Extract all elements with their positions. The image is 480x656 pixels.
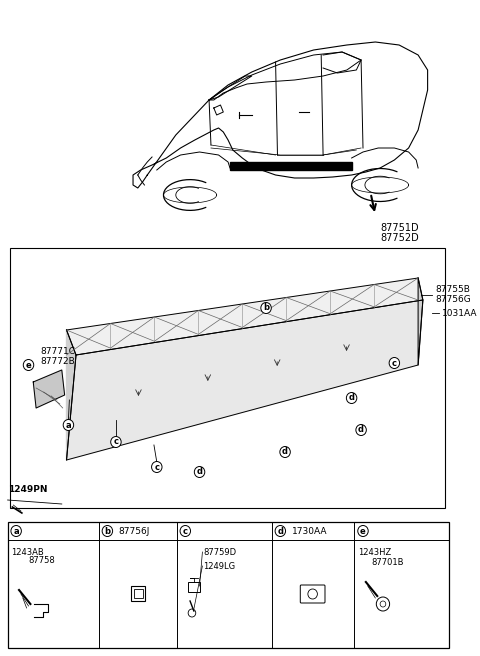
Text: 87759D: 87759D [204, 548, 237, 557]
Text: 87752D: 87752D [380, 233, 419, 243]
Text: c: c [113, 438, 119, 447]
Bar [188, 582, 200, 592]
Text: 87756G: 87756G [435, 295, 471, 304]
Text: a: a [66, 420, 71, 430]
Circle shape [102, 525, 113, 537]
Text: e: e [25, 361, 31, 369]
Polygon shape [33, 370, 65, 408]
Polygon shape [418, 278, 423, 365]
Circle shape [275, 525, 286, 537]
Text: e: e [360, 527, 366, 535]
Polygon shape [67, 300, 423, 460]
Text: d: d [277, 527, 283, 535]
Text: 87771C: 87771C [40, 348, 75, 356]
Circle shape [63, 419, 73, 430]
Bar [10, 248, 445, 508]
Text: 1031AA: 1031AA [442, 308, 478, 318]
Text: 1249PN: 1249PN [8, 485, 47, 495]
Text: d: d [282, 447, 288, 457]
Bar [8, 522, 448, 648]
Text: a: a [13, 527, 19, 535]
Text: 87758: 87758 [28, 556, 55, 565]
Polygon shape [67, 278, 423, 355]
Polygon shape [133, 42, 428, 188]
Text: c: c [392, 358, 397, 367]
Circle shape [180, 525, 191, 537]
Text: c: c [183, 527, 188, 535]
Circle shape [194, 466, 205, 478]
Text: d: d [196, 468, 203, 476]
Text: 1730AA: 1730AA [292, 527, 327, 535]
Text: 87755B: 87755B [435, 285, 470, 295]
Circle shape [389, 358, 399, 369]
Circle shape [280, 447, 290, 457]
Circle shape [347, 392, 357, 403]
Text: c: c [154, 462, 159, 472]
Circle shape [356, 424, 366, 436]
Bar [134, 589, 143, 598]
Text: d: d [358, 426, 364, 434]
Text: b: b [104, 527, 110, 535]
Bar [131, 586, 145, 601]
Polygon shape [34, 604, 48, 617]
Circle shape [358, 525, 368, 537]
Polygon shape [67, 330, 76, 460]
Text: 1243HZ: 1243HZ [358, 548, 392, 557]
Circle shape [11, 525, 22, 537]
Text: 1243AB: 1243AB [12, 548, 44, 557]
Circle shape [261, 302, 271, 314]
Circle shape [152, 462, 162, 472]
Text: d: d [348, 394, 355, 403]
Polygon shape [230, 162, 351, 170]
Text: 87772B: 87772B [40, 358, 75, 367]
Circle shape [24, 359, 34, 371]
Circle shape [111, 436, 121, 447]
Text: 1249LG: 1249LG [204, 562, 236, 571]
Text: b: b [263, 304, 269, 312]
Text: 87751D: 87751D [380, 223, 419, 233]
Text: 87701B: 87701B [372, 558, 404, 567]
Text: 87756J: 87756J [119, 527, 150, 535]
